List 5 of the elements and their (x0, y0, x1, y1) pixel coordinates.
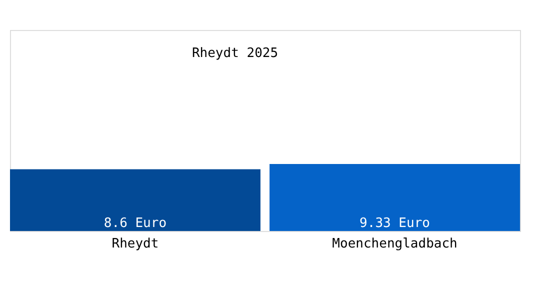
x-tick-label: Rheydt (112, 236, 159, 252)
data-label: 9.33 Euro (360, 216, 430, 231)
x-tick-label: Moenchengladbach (332, 236, 458, 252)
text: Rheydt 2025 (192, 46, 278, 61)
data-label: 8.6 Euro (104, 216, 167, 231)
